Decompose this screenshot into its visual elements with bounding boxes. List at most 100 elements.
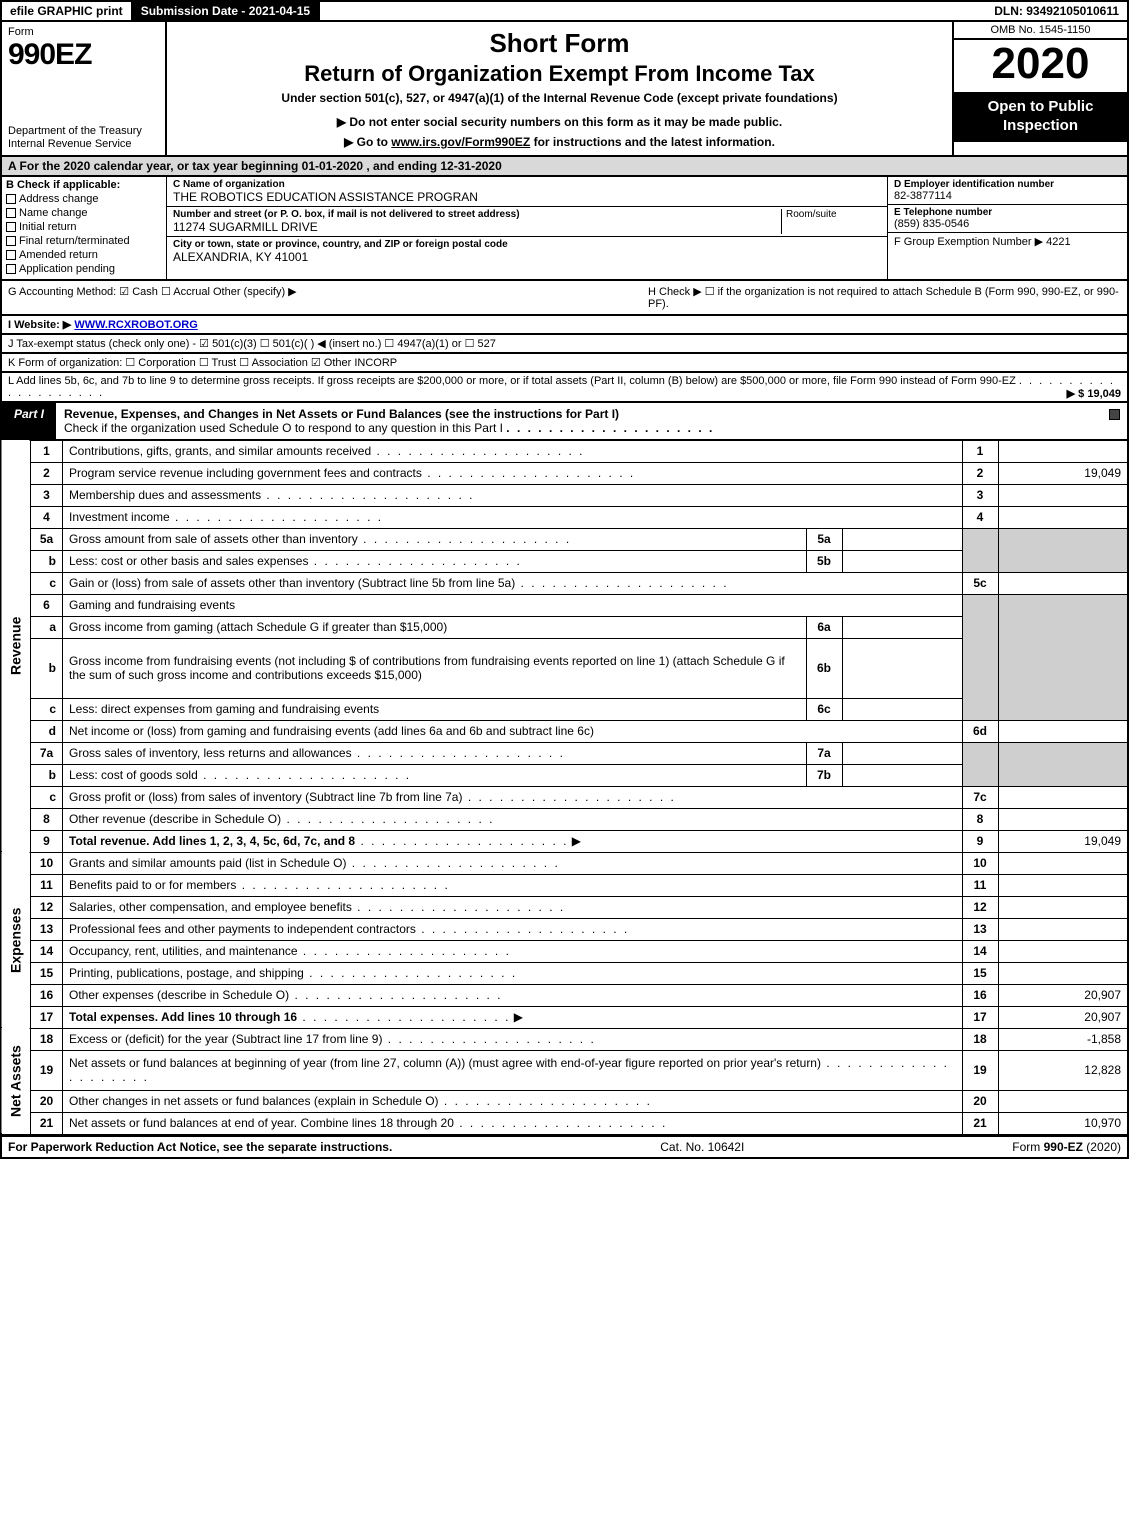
amt: 20,907 (998, 984, 1128, 1006)
dept-treasury: Department of the Treasury Internal Reve… (8, 125, 159, 151)
efile-label[interactable]: efile GRAPHIC print (2, 2, 131, 20)
section-def: D Employer identification number 82-3877… (887, 177, 1127, 279)
section-l-amount: ▶ $ 19,049 (1067, 387, 1121, 400)
ln: 6 (31, 594, 63, 616)
desc: Grants and similar amounts paid (list in… (69, 856, 346, 870)
desc: Membership dues and assessments (69, 488, 261, 502)
ln: 1 (31, 440, 63, 462)
part-i-header: Part I Revenue, Expenses, and Changes in… (0, 401, 1129, 439)
ein-value: 82-3877114 (894, 190, 952, 202)
chk-name-change[interactable]: Name change (6, 207, 162, 219)
desc: Gross income from gaming (attach Schedul… (63, 616, 807, 638)
footer-mid: Cat. No. 10642I (660, 1140, 744, 1154)
netassets-tab: Net Assets (1, 1028, 31, 1134)
goto-line: ▶ Go to www.irs.gov/Form990EZ for instru… (177, 135, 942, 149)
desc: Other expenses (describe in Schedule O) (69, 988, 289, 1002)
tel-value: (859) 835-0546 (894, 218, 969, 230)
ln: 15 (31, 962, 63, 984)
line-7a: 7a Gross sales of inventory, less return… (1, 742, 1128, 764)
amt: 20,907 (998, 1006, 1128, 1028)
ref: 8 (962, 808, 998, 830)
ln: 7a (31, 742, 63, 764)
ln: d (31, 720, 63, 742)
chk-initial-return[interactable]: Initial return (6, 221, 162, 233)
line-5b: b Less: cost or other basis and sales ex… (1, 550, 1128, 572)
footer: For Paperwork Reduction Act Notice, see … (0, 1135, 1129, 1159)
amt: 19,049 (998, 462, 1128, 484)
ln: 19 (31, 1050, 63, 1090)
form-number: 990EZ (8, 38, 159, 72)
goto-link[interactable]: www.irs.gov/Form990EZ (391, 135, 530, 149)
chk-address-change[interactable]: Address change (6, 193, 162, 205)
amt (998, 720, 1128, 742)
desc: Gain or (loss) from sale of assets other… (69, 576, 515, 590)
line-6: 6 Gaming and fundraising events (1, 594, 1128, 616)
desc: Salaries, other compensation, and employ… (69, 900, 352, 914)
ref: 15 (962, 962, 998, 984)
section-i: I Website: ▶ WWW.RCXROBOT.ORG (0, 314, 1129, 333)
ln: 2 (31, 462, 63, 484)
desc: Professional fees and other payments to … (69, 922, 416, 936)
ln: 21 (31, 1112, 63, 1134)
desc: Gaming and fundraising events (63, 594, 963, 616)
top-bar: efile GRAPHIC print Submission Date - 20… (0, 0, 1129, 20)
ref: 6d (962, 720, 998, 742)
website-link[interactable]: WWW.RCXROBOT.ORG (74, 319, 197, 331)
line-8: 8 Other revenue (describe in Schedule O)… (1, 808, 1128, 830)
submission-date: Submission Date - 2021-04-15 (131, 2, 320, 20)
calendar-year-row: A For the 2020 calendar year, or tax yea… (0, 155, 1129, 175)
chk-amended-return[interactable]: Amended return (6, 249, 162, 261)
goto-pre: ▶ Go to (344, 135, 391, 149)
ref: 1 (962, 440, 998, 462)
ln: 17 (31, 1006, 63, 1028)
desc: Net income or (loss) from gaming and fun… (63, 720, 963, 742)
amt: 10,970 (998, 1112, 1128, 1134)
section-h: H Check ▶ ☐ if the organization is not r… (642, 281, 1127, 314)
ln: a (31, 616, 63, 638)
ln: 18 (31, 1028, 63, 1050)
amt (998, 440, 1128, 462)
shade (998, 528, 1128, 572)
header-block: Form 990EZ Department of the Treasury In… (0, 20, 1129, 155)
section-l-text: L Add lines 5b, 6c, and 7b to line 9 to … (8, 375, 1016, 387)
ref: 7c (962, 786, 998, 808)
ref: 21 (962, 1112, 998, 1134)
part-i-checkbox[interactable] (1101, 403, 1127, 439)
part-i-tab: Part I (2, 403, 56, 439)
ssn-warning: ▶ Do not enter social security numbers o… (177, 115, 942, 129)
ref: 17 (962, 1006, 998, 1028)
chk-label: Initial return (19, 221, 76, 233)
shade (998, 742, 1128, 786)
chk-application-pending[interactable]: Application pending (6, 263, 162, 275)
amt (998, 874, 1128, 896)
room-suite-label: Room/suite (781, 209, 881, 234)
ln: c (31, 698, 63, 720)
amt (998, 572, 1128, 594)
chk-final-return[interactable]: Final return/terminated (6, 235, 162, 247)
desc: Net assets or fund balances at beginning… (69, 1056, 821, 1070)
group-value: 4221 (1046, 236, 1070, 248)
inner: 6a (806, 616, 842, 638)
shade (962, 742, 998, 786)
group-row: F Group Exemption Number ▶ 4221 (888, 233, 1127, 250)
part-i-title: Revenue, Expenses, and Changes in Net As… (56, 403, 1101, 439)
org-name-value: THE ROBOTICS EDUCATION ASSISTANCE PROGRA… (173, 190, 881, 204)
desc: Gross income from fundraising events (no… (63, 638, 807, 698)
short-form-title: Short Form (177, 28, 942, 59)
expenses-tab: Expenses (1, 852, 31, 1028)
desc: Printing, publications, postage, and shi… (69, 966, 304, 980)
header-mid: Short Form Return of Organization Exempt… (167, 22, 952, 155)
inner: 6b (806, 638, 842, 698)
line-11: 11 Benefits paid to or for members 11 (1, 874, 1128, 896)
shade (962, 528, 998, 572)
part-i-title-text: Revenue, Expenses, and Changes in Net As… (64, 407, 619, 421)
ln: c (31, 786, 63, 808)
desc: Other revenue (describe in Schedule O) (69, 812, 281, 826)
inner-val (842, 638, 962, 698)
ln: 3 (31, 484, 63, 506)
line-1: Revenue 1 Contributions, gifts, grants, … (1, 440, 1128, 462)
ref: 11 (962, 874, 998, 896)
header-left: Form 990EZ Department of the Treasury In… (2, 22, 167, 155)
line-15: 15 Printing, publications, postage, and … (1, 962, 1128, 984)
amt: -1,858 (998, 1028, 1128, 1050)
